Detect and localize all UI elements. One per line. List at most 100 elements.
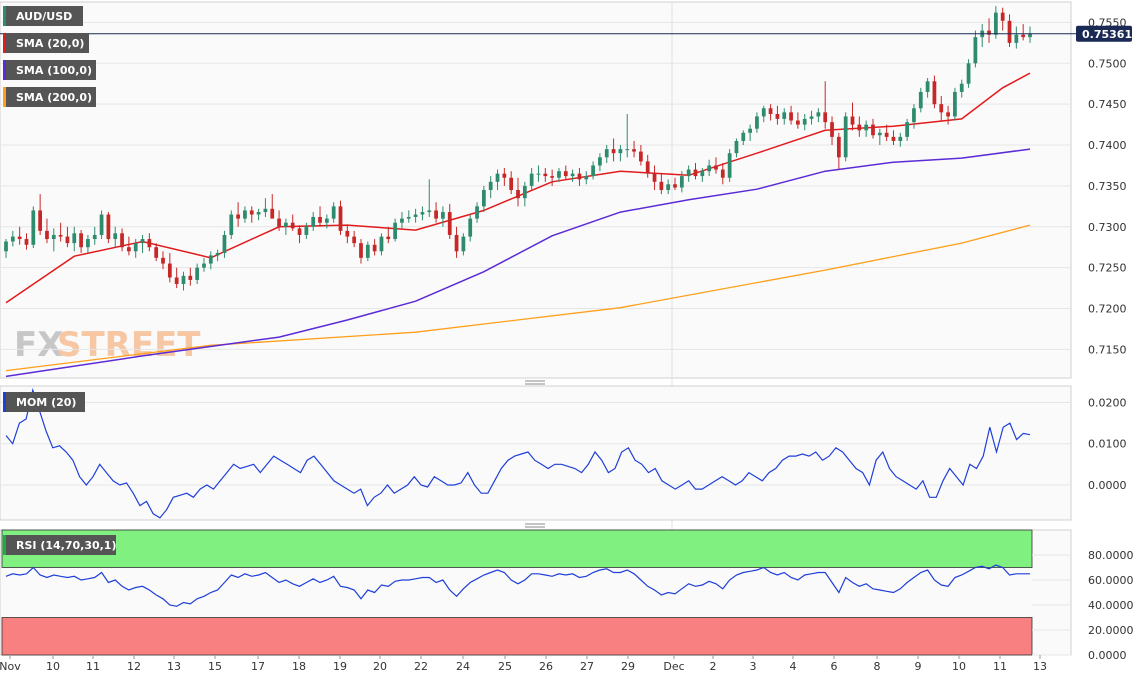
legend-sma-100-swatch [3,60,6,80]
candle [365,241,370,262]
candle-body [830,122,834,137]
candle-body [905,122,909,137]
candle-body [65,236,70,244]
legends[interactable]: AUD/USD SMA (20,0) SMA (100,0) SMA (200,0) M… [3,6,116,555]
momentum-plot-area [0,385,1072,521]
candle [700,167,705,182]
candle [625,113,630,158]
candle [290,214,295,231]
candle [31,206,36,249]
candle [215,249,220,262]
candle [195,263,200,284]
legend-rsi[interactable]: RSI (14,70,30,1) [3,535,116,555]
legend-sma-200-label: SMA (200,0) [16,91,92,104]
candle [45,218,49,244]
legend-mom-swatch [3,392,6,412]
candle [522,181,527,207]
candle-body [243,210,247,219]
candle-body [441,212,445,219]
candle [147,233,152,252]
candle-body [953,91,957,117]
candle [775,105,780,125]
candle [973,30,978,68]
candle-body [208,255,213,264]
candle-body [318,216,322,223]
candle [1021,24,1026,41]
legend-sma-200-swatch [3,87,6,107]
legend-mom-bg [3,392,85,412]
candle-body [550,176,555,178]
candle [92,226,97,245]
candle-body [1021,34,1026,38]
candle-body [290,222,295,229]
candle-body [625,149,630,151]
candle-body [659,181,664,190]
candle-body [45,230,49,240]
candle-body [79,233,83,248]
candle-body [891,136,896,141]
candle [427,179,432,217]
candle [58,222,63,242]
candle-body [202,263,206,268]
candle [420,206,425,221]
candle [830,116,834,146]
candle [912,104,916,129]
candle [79,230,83,253]
candle-body [577,173,582,180]
date-tick-label: Nov [0,660,21,673]
candle-body [877,132,882,136]
price-tick-label: 0.7250 [1088,262,1127,275]
candle-body [707,165,712,172]
candle [639,145,643,166]
candle-body [324,218,329,223]
candle [372,239,377,256]
candle [113,226,118,248]
candle-body [693,169,698,177]
candle-body [1007,20,1012,43]
candle-body [871,124,875,136]
candle-body [714,165,718,170]
candle-body [379,236,384,252]
candle [304,222,309,240]
candle-body [898,136,903,141]
legend-sma-200[interactable]: SMA (200,0) [3,87,96,107]
candle [516,177,520,207]
price-tick-label: 0.7450 [1088,98,1127,111]
candle-body [311,216,316,227]
candle [154,243,159,262]
candle [679,171,684,193]
date-tick-label: 6 [831,660,838,673]
candle-body [645,161,650,174]
legend-aud-usd-swatch [3,6,6,26]
candle [454,226,459,258]
candle-body [297,228,302,235]
candle [536,165,541,182]
candle-body [338,206,343,231]
date-tick-label: 10 [46,660,60,673]
candle-body [127,247,131,252]
legend-sma-100[interactable]: SMA (100,0) [3,60,96,80]
legend-sma-20[interactable]: SMA (20,0) [3,33,89,53]
candle-body [447,212,452,235]
legend-aud-usd[interactable]: AUD/USD [3,6,83,26]
legend-mom[interactable]: MOM (20) [3,392,85,412]
candle-body [106,214,111,240]
candle-body [174,277,179,284]
candle [174,267,179,289]
candle-body [386,236,391,240]
candle-body [24,239,29,245]
momentum-panel: 0.0200 0.0100 0.0000 [0,380,1127,528]
candle-body [993,12,998,35]
price-tick-label: 0.7500 [1088,57,1127,70]
candle [727,149,732,182]
candle-body [516,190,520,199]
candle [666,179,671,195]
candle [686,165,691,182]
candle-body [618,149,623,154]
candle [447,203,452,240]
candle [481,185,486,213]
momentum-line [5,387,1031,519]
candle-body [222,234,227,253]
candle [249,206,254,223]
candle-body [461,236,466,252]
